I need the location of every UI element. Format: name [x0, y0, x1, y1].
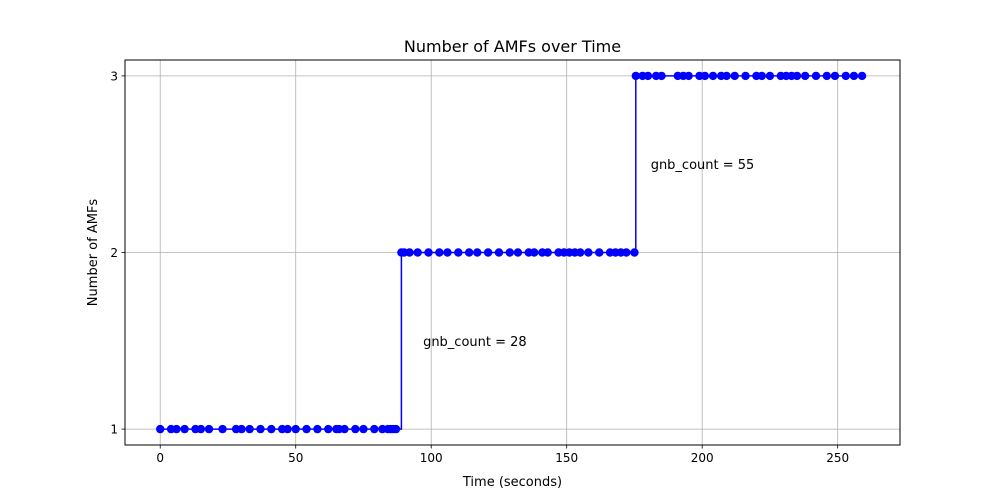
data-point	[730, 71, 739, 81]
data-point	[424, 248, 433, 257]
y-axis-label: Number of AMFs	[86, 199, 101, 307]
data-point	[156, 424, 165, 434]
data-point	[359, 424, 368, 434]
data-point	[494, 248, 504, 257]
data-point	[841, 71, 851, 81]
data-point	[657, 71, 666, 81]
annotation-label: gnb_count = 55	[651, 158, 755, 173]
data-point	[505, 248, 514, 257]
data-point	[622, 248, 631, 257]
y-tick-label: 2	[110, 246, 118, 260]
data-point	[435, 248, 444, 257]
data-point	[324, 424, 333, 434]
x-tick-label: 0	[156, 451, 164, 465]
data-point	[473, 248, 482, 257]
x-axis-label: Time (seconds)	[462, 475, 562, 490]
data-point	[483, 248, 493, 257]
data-point	[180, 424, 189, 434]
data-point	[830, 71, 840, 81]
data-point	[543, 248, 552, 257]
y-tick-label: 1	[110, 423, 118, 437]
data-point	[351, 424, 360, 434]
x-tick-label: 100	[420, 451, 443, 465]
data-point	[822, 71, 832, 81]
y-tick-label: 3	[110, 69, 118, 83]
axis-ticks: 0 50 100 150 200 250 1 2 3	[110, 69, 849, 465]
chart-title: Number of AMFs over Time	[404, 37, 621, 56]
data-point	[391, 424, 401, 434]
data-point	[631, 71, 640, 81]
data-point	[245, 424, 254, 434]
data-point	[172, 424, 181, 434]
annotation-label: gnb_count = 28	[423, 335, 527, 350]
data-point	[643, 71, 653, 81]
data-point	[722, 71, 731, 81]
data-point	[630, 248, 639, 257]
data-point	[237, 424, 246, 434]
data-point	[340, 424, 349, 434]
x-tick-label: 150	[555, 451, 578, 465]
data-point	[700, 71, 710, 81]
data-point	[576, 248, 585, 257]
data-point	[800, 71, 810, 81]
data-point	[454, 248, 463, 257]
data-point	[413, 248, 422, 257]
data-point	[513, 248, 523, 257]
data-point	[708, 71, 718, 81]
data-point	[792, 71, 802, 81]
data-point	[302, 424, 311, 434]
annotations: gnb_count = 28 gnb_count = 55	[423, 158, 754, 350]
x-tick-label: 250	[826, 451, 849, 465]
data-point	[584, 248, 593, 257]
data-point	[283, 424, 292, 434]
data-point	[370, 424, 379, 434]
data-point	[529, 248, 539, 257]
x-tick-label: 50	[288, 451, 303, 465]
data-point	[757, 71, 767, 81]
data-point	[857, 71, 867, 81]
data-point	[849, 71, 859, 81]
data-point	[218, 424, 227, 434]
data-point	[765, 71, 775, 81]
data-point	[741, 71, 750, 81]
data-point	[443, 248, 452, 257]
data-point	[595, 248, 604, 257]
data-point	[291, 424, 300, 434]
data-point	[204, 424, 214, 434]
data-point	[405, 248, 414, 257]
data-point	[811, 71, 821, 81]
data-point	[256, 424, 265, 434]
x-tick-label: 200	[691, 451, 714, 465]
data-point	[464, 248, 474, 257]
series-plot	[156, 71, 867, 434]
data-point	[684, 71, 693, 81]
data-point	[196, 424, 206, 434]
data-point	[267, 424, 276, 434]
data-point	[313, 424, 322, 434]
